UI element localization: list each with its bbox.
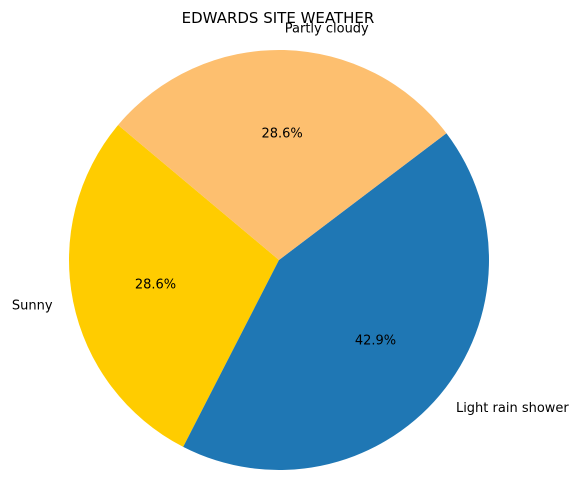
slice-label-light-rain-shower: Light rain shower (456, 401, 569, 416)
pct-label-partly-cloudy: 28.6% (261, 127, 302, 142)
chart-title: EDWARDS SITE WEATHER (182, 9, 375, 27)
pie-slice-partly-cloudy (118, 49, 447, 260)
pie-slices (68, 49, 489, 470)
pct-label-light-rain-shower: 42.9% (355, 333, 396, 348)
slice-label-sunny: Sunny (12, 298, 53, 313)
pie-slice-light-rain-shower (183, 133, 489, 470)
pie-slice-sunny (68, 125, 279, 447)
pie-labels: Sunny 28.6% Light rain shower 42.9% Partly c… (12, 22, 570, 416)
slice-label-partly-cloudy: Partly cloudy (285, 22, 369, 37)
pct-label-sunny: 28.6% (135, 277, 176, 292)
